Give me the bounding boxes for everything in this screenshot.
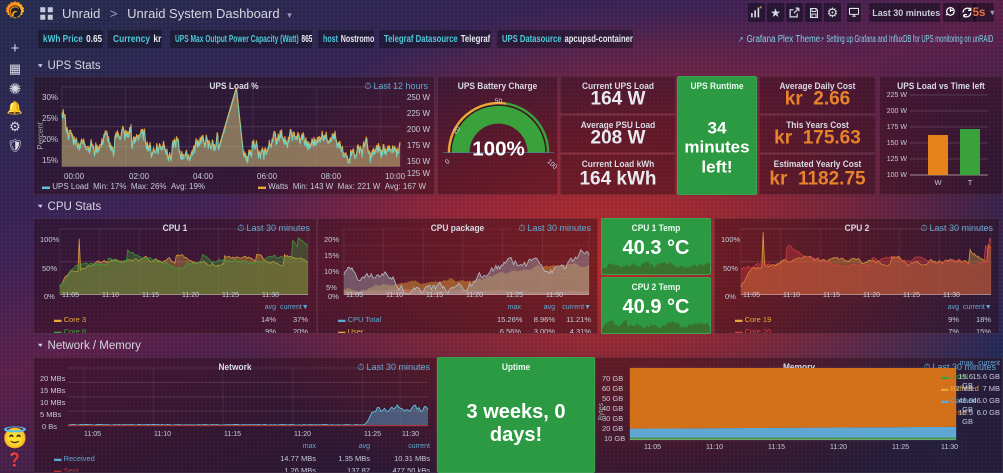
svg-text:100 W: 100 W (887, 172, 908, 179)
svg-text:T: T (968, 178, 973, 187)
svg-text:100: 100 (545, 158, 558, 171)
svg-text:125 W: 125 W (887, 156, 908, 163)
svg-text:225 W: 225 W (887, 92, 908, 99)
svg-text:W: W (934, 178, 942, 187)
svg-text:100%: 100% (472, 138, 525, 161)
svg-text:150 W: 150 W (887, 140, 908, 147)
svg-text:175 W: 175 W (887, 124, 908, 131)
svg-text:50: 50 (495, 98, 503, 105)
svg-text:200 W: 200 W (887, 108, 908, 115)
svg-text:0: 0 (444, 158, 452, 166)
